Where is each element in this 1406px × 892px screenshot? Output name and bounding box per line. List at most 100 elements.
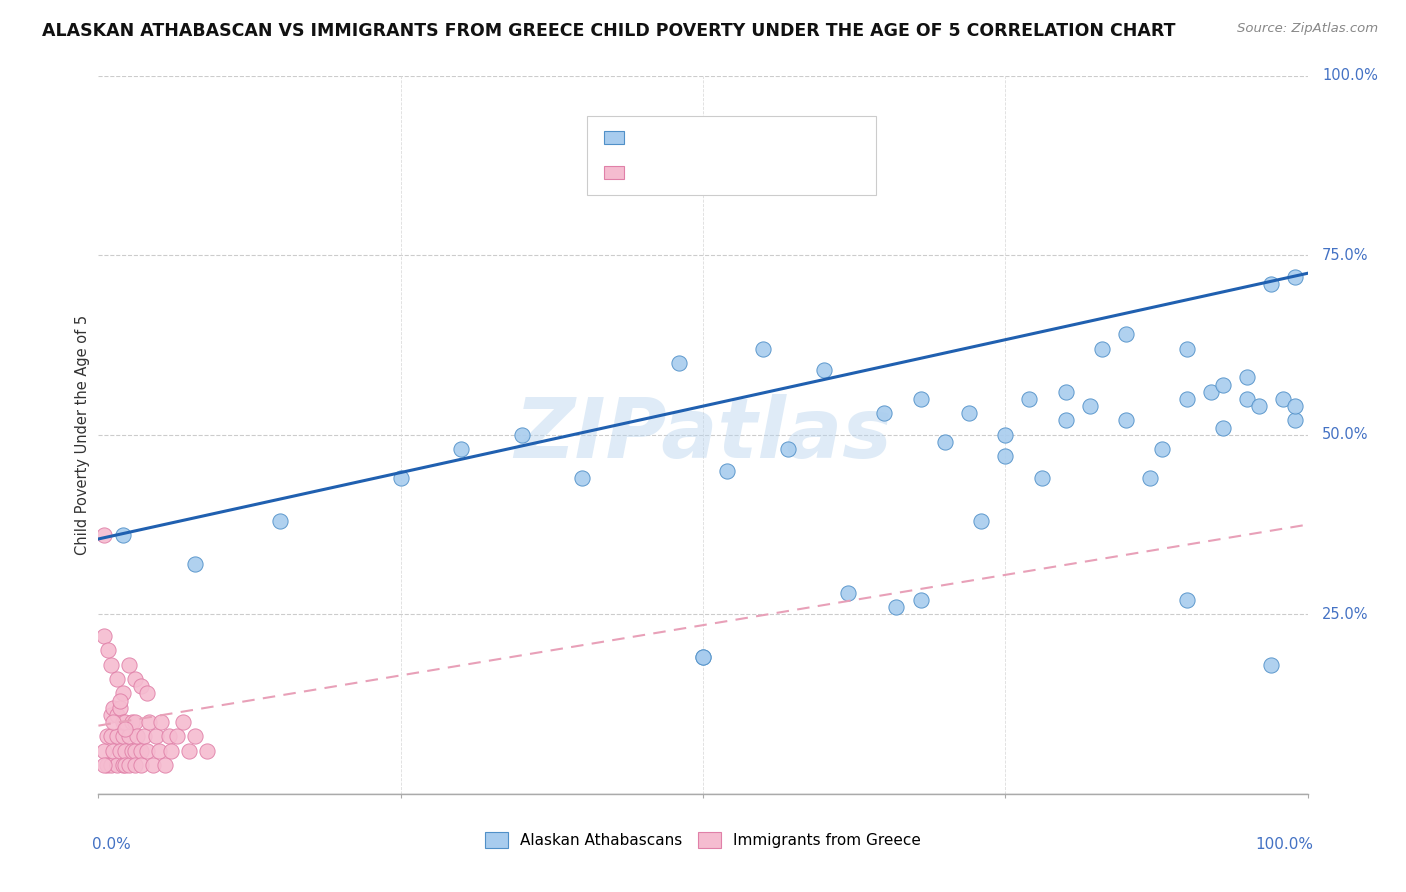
Point xyxy=(1091,342,1114,356)
Point xyxy=(1175,392,1198,406)
Point xyxy=(121,715,143,730)
Point xyxy=(138,715,160,730)
Point xyxy=(93,744,115,758)
Point xyxy=(184,730,207,744)
Point xyxy=(1260,277,1282,291)
Point xyxy=(692,650,714,665)
Point xyxy=(157,730,180,744)
Point xyxy=(105,707,128,722)
Point xyxy=(1175,593,1198,607)
Point xyxy=(96,758,118,772)
Point xyxy=(129,679,152,693)
Point xyxy=(1018,392,1040,406)
Point xyxy=(124,715,146,730)
Point xyxy=(160,744,183,758)
Point xyxy=(124,758,146,772)
Point xyxy=(1260,657,1282,672)
Text: 100.0%: 100.0% xyxy=(1322,69,1378,83)
Point xyxy=(195,744,218,758)
Point xyxy=(114,744,136,758)
Point xyxy=(1078,399,1101,413)
Point xyxy=(97,643,120,657)
Point xyxy=(1139,471,1161,485)
Point xyxy=(111,528,134,542)
Point xyxy=(172,715,194,730)
Text: 50.0%: 50.0% xyxy=(1322,427,1368,442)
Point xyxy=(1212,420,1234,434)
Point xyxy=(105,672,128,686)
Point xyxy=(118,657,141,672)
Point xyxy=(100,758,122,772)
Y-axis label: Child Poverty Under the Age of 5: Child Poverty Under the Age of 5 xyxy=(75,315,90,555)
Point xyxy=(135,686,157,700)
Point xyxy=(450,442,472,457)
Point xyxy=(1284,269,1306,284)
Point xyxy=(93,758,115,772)
Text: R = 0.469   N = 49: R = 0.469 N = 49 xyxy=(634,129,790,145)
Point xyxy=(886,600,908,615)
Point xyxy=(118,730,141,744)
Text: ZIPatlas: ZIPatlas xyxy=(515,394,891,475)
Point xyxy=(510,427,533,442)
Text: R = 0.075   N = 58: R = 0.075 N = 58 xyxy=(634,164,790,179)
Point xyxy=(1115,327,1137,342)
Point xyxy=(1031,471,1053,485)
Point xyxy=(134,730,156,744)
Point xyxy=(150,715,173,730)
Point xyxy=(910,593,932,607)
Point xyxy=(114,758,136,772)
Point xyxy=(1199,384,1222,399)
Point xyxy=(1249,399,1271,413)
Point xyxy=(100,657,122,672)
Point xyxy=(184,557,207,571)
Point xyxy=(121,744,143,758)
Point xyxy=(166,730,188,744)
Point xyxy=(571,471,593,485)
Point xyxy=(1152,442,1174,457)
Point xyxy=(776,442,799,457)
Point xyxy=(1115,413,1137,427)
Point xyxy=(389,471,412,485)
Point xyxy=(114,723,136,737)
Point xyxy=(111,715,134,730)
Text: 100.0%: 100.0% xyxy=(1256,837,1313,852)
Text: 25.0%: 25.0% xyxy=(1322,607,1368,622)
Point xyxy=(1054,384,1077,399)
Point xyxy=(910,392,932,406)
Point xyxy=(105,730,128,744)
Point xyxy=(269,514,291,528)
Point xyxy=(101,744,124,758)
Point xyxy=(105,758,128,772)
Point xyxy=(716,464,738,478)
Point xyxy=(111,758,134,772)
Point xyxy=(994,427,1017,442)
Point xyxy=(1175,342,1198,356)
Text: ALASKAN ATHABASCAN VS IMMIGRANTS FROM GREECE CHILD POVERTY UNDER THE AGE OF 5 CO: ALASKAN ATHABASCAN VS IMMIGRANTS FROM GR… xyxy=(42,22,1175,40)
Text: 0.0%: 0.0% xyxy=(93,837,131,852)
Point xyxy=(108,693,131,707)
Point xyxy=(118,758,141,772)
Point xyxy=(1236,392,1258,406)
Text: 75.0%: 75.0% xyxy=(1322,248,1368,263)
Point xyxy=(153,758,176,772)
Point xyxy=(148,744,170,758)
Point xyxy=(100,707,122,722)
Point xyxy=(108,700,131,714)
Point xyxy=(970,514,993,528)
Point xyxy=(1212,377,1234,392)
Point xyxy=(1236,370,1258,384)
Text: Source: ZipAtlas.com: Source: ZipAtlas.com xyxy=(1237,22,1378,36)
Point xyxy=(124,744,146,758)
Point xyxy=(1272,392,1295,406)
Point xyxy=(837,586,859,600)
Point xyxy=(129,744,152,758)
Point xyxy=(100,730,122,744)
Point xyxy=(93,528,115,542)
Point xyxy=(934,435,956,450)
Point xyxy=(752,342,775,356)
Point xyxy=(124,672,146,686)
Point xyxy=(1054,413,1077,427)
Point xyxy=(994,450,1017,464)
Point xyxy=(114,715,136,730)
Point xyxy=(108,744,131,758)
